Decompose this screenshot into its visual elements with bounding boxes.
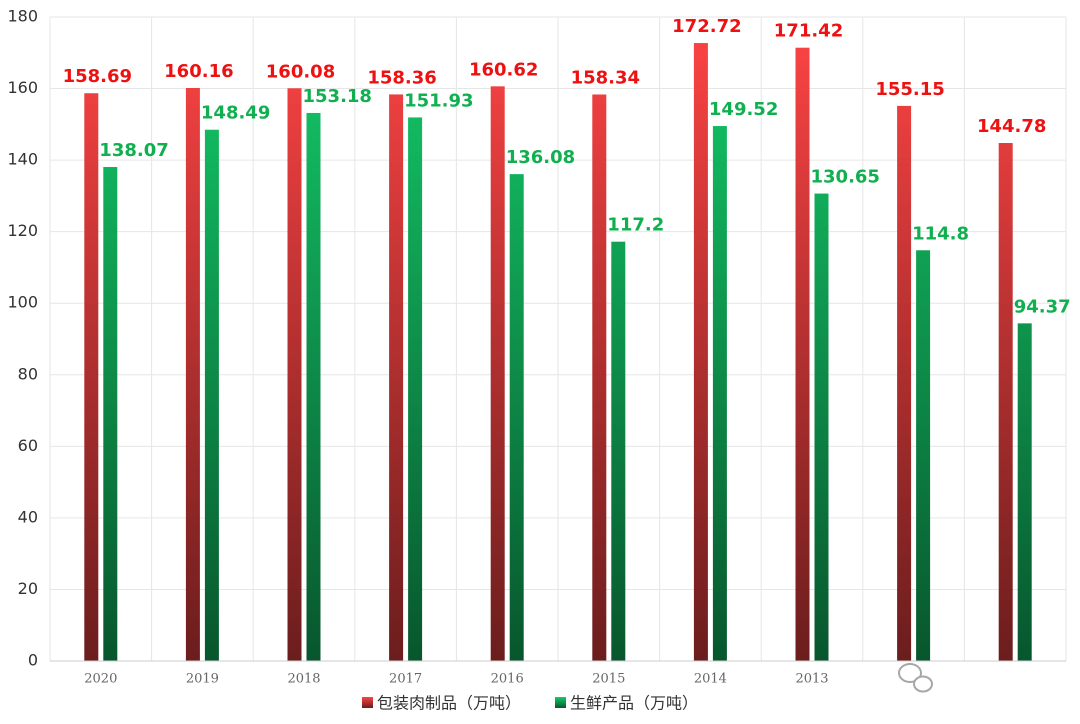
bar <box>693 43 708 662</box>
y-tick-label: 80 <box>18 364 38 383</box>
y-tick-label: 140 <box>7 150 38 169</box>
data-label: 160.62 <box>469 59 538 80</box>
data-label: 136.08 <box>506 147 575 168</box>
x-tick-label: 2015 <box>592 672 625 687</box>
bar <box>306 112 321 662</box>
x-tick-label: 2020 <box>84 672 117 687</box>
y-tick-label: 20 <box>18 579 38 598</box>
y-tick-label: 160 <box>7 78 38 97</box>
bar <box>408 117 423 661</box>
y-tick-label: 40 <box>18 507 38 526</box>
y-tick-label: 180 <box>7 7 38 26</box>
bar <box>592 94 607 661</box>
x-tick-label: 2017 <box>389 672 422 687</box>
data-label: 160.08 <box>266 61 335 82</box>
x-tick-label: 2014 <box>694 672 727 687</box>
data-label: 172.72 <box>672 16 741 37</box>
data-label: 144.78 <box>977 116 1046 137</box>
bar <box>998 143 1013 661</box>
bar <box>897 105 912 661</box>
data-label: 171.42 <box>774 21 843 42</box>
data-label: 94.37 <box>1014 296 1071 317</box>
watermark <box>898 663 933 693</box>
data-label: 158.69 <box>63 66 132 87</box>
data-label: 114.8 <box>912 223 969 244</box>
bar <box>490 86 505 661</box>
bar <box>204 129 219 661</box>
legend-marker <box>555 697 566 708</box>
legend-label: 生鲜产品（万吨） <box>570 694 698 713</box>
bar <box>611 241 626 661</box>
bar <box>509 174 524 662</box>
x-tick-label: 2013 <box>795 672 828 687</box>
data-label: 158.34 <box>571 67 640 88</box>
bar <box>712 126 727 662</box>
bar <box>84 93 99 662</box>
data-label: 153.18 <box>303 86 372 107</box>
bar <box>287 88 302 661</box>
y-tick-label: 60 <box>18 436 38 455</box>
x-tick-label: 2016 <box>491 672 524 687</box>
bar <box>795 47 810 662</box>
data-label: 117.2 <box>607 215 664 236</box>
x-tick-label: 2019 <box>186 672 219 687</box>
bar <box>185 87 200 662</box>
data-label: 158.36 <box>367 67 436 88</box>
bar <box>103 167 118 661</box>
y-tick-label: 0 <box>28 651 38 670</box>
legend-label: 包装肉制品（万吨） <box>377 694 521 713</box>
bar <box>814 193 829 661</box>
legend-marker <box>362 697 373 708</box>
data-label: 160.16 <box>164 61 233 82</box>
bar <box>916 250 931 661</box>
data-label: 151.93 <box>404 90 473 111</box>
data-label: 155.15 <box>875 79 944 100</box>
x-tick-label: 2018 <box>287 672 320 687</box>
y-tick-label: 100 <box>7 293 38 312</box>
data-label: 130.65 <box>811 167 880 188</box>
data-label: 148.49 <box>201 103 270 124</box>
bar <box>1017 323 1032 661</box>
data-label: 138.07 <box>99 140 168 161</box>
bar <box>389 94 404 662</box>
y-tick-label: 120 <box>7 221 38 240</box>
data-label: 149.52 <box>709 99 778 120</box>
